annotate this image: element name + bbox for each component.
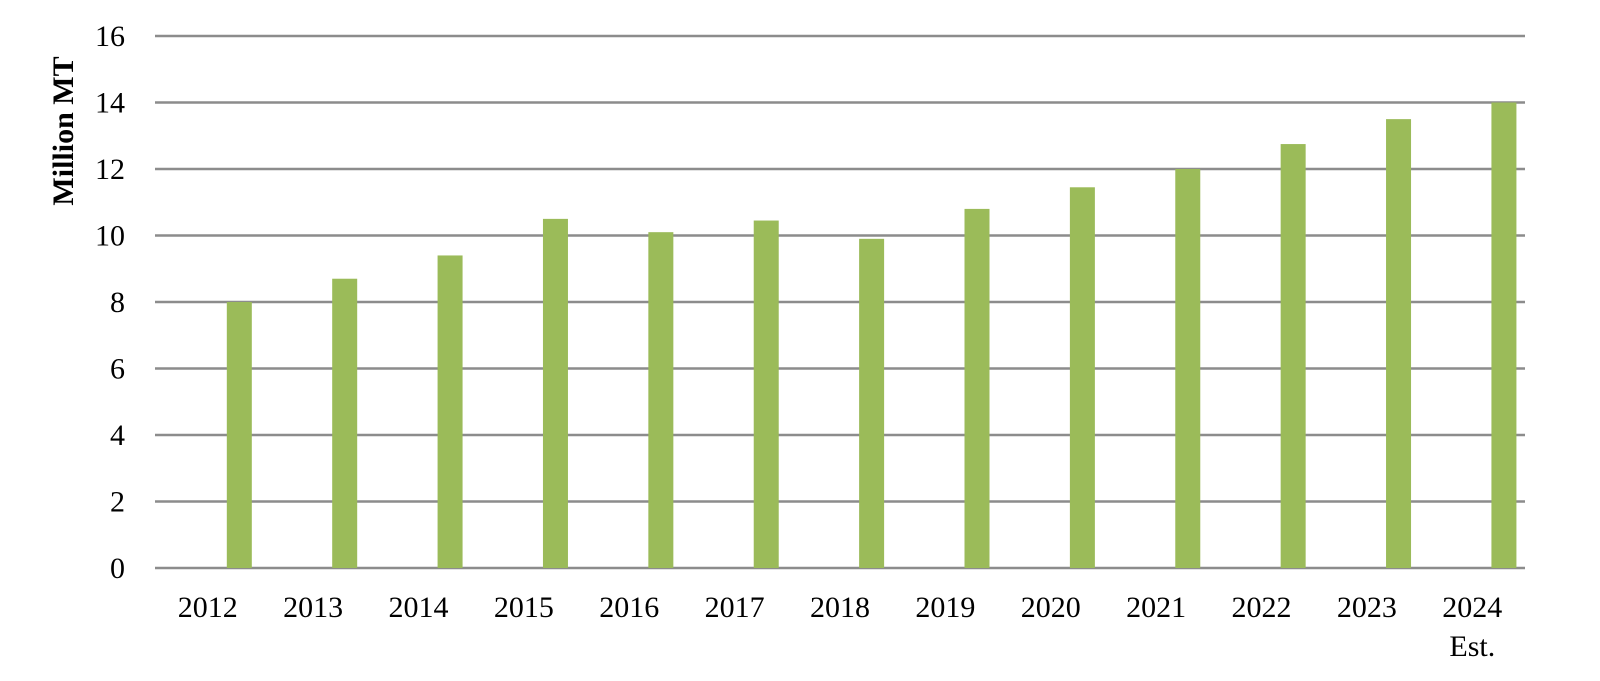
bar-2016 [648, 232, 674, 569]
bar-2020 [1069, 187, 1095, 568]
y-tick-label: 8 [110, 286, 125, 319]
bar-2022 [1280, 144, 1306, 568]
y-tick-label: 14 [95, 87, 125, 120]
x-tick-label: 2015 [494, 591, 554, 624]
x-tick-label: 2020 [1021, 591, 1081, 624]
x-tick-label: 2013 [283, 591, 343, 624]
bar-2013 [332, 278, 358, 568]
bar-2017 [753, 220, 779, 568]
x-tick-label: 2018 [810, 591, 870, 624]
bar-2024 [1491, 102, 1517, 568]
bar-2021 [1175, 169, 1201, 568]
x-tick-label: 2012 [178, 591, 238, 624]
x-tick-label: 2024 [1442, 591, 1502, 624]
y-tick-label: 4 [110, 419, 125, 452]
y-tick-label: 16 [95, 20, 125, 53]
x-axis-ticks: 2012 2013 2014 2015 2016 2017 2018 2019 2020 2021… [178, 591, 1503, 663]
x-tick-label: 2023 [1337, 591, 1397, 624]
y-axis-label: Million MT [47, 56, 80, 205]
bar-2018 [859, 238, 885, 568]
bar-2014 [437, 255, 463, 568]
y-tick-label: 10 [95, 220, 125, 253]
y-axis-ticks: 0 2 4 6 8 10 12 14 16 [95, 20, 125, 585]
x-tick-label: 2017 [705, 591, 765, 624]
x-tick-label: 2019 [915, 591, 975, 624]
x-tick-label: 2016 [599, 591, 659, 624]
y-tick-label: 0 [110, 552, 125, 585]
x-tick-sublabel: Est. [1449, 630, 1495, 663]
bar-2015 [542, 218, 568, 568]
bar-2023 [1386, 119, 1412, 568]
x-tick-label: 2021 [1126, 591, 1186, 624]
y-tick-label: 6 [110, 353, 125, 386]
bar-2019 [964, 208, 990, 568]
y-tick-label: 12 [95, 153, 125, 186]
x-tick-label: 2014 [388, 591, 448, 624]
bar-2012 [226, 302, 252, 568]
gridlines [155, 34, 1525, 570]
bars [226, 102, 1517, 569]
x-tick-label: 2022 [1232, 591, 1292, 624]
y-tick-label: 2 [110, 486, 125, 519]
